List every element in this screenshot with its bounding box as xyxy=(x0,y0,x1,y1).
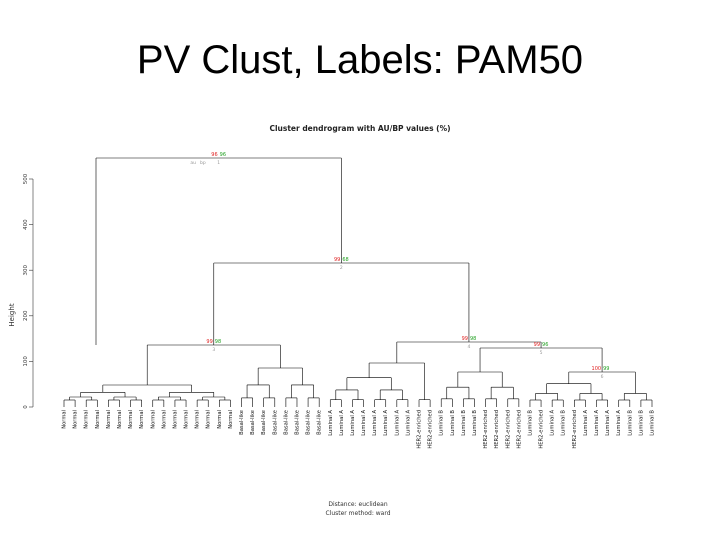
leaf-label: Normal xyxy=(117,410,123,429)
node-edge-label: 1 xyxy=(217,160,220,166)
y-tick-label: 100 xyxy=(23,356,29,367)
leaf-label: Normal xyxy=(184,410,190,429)
leaf-label: Luminal B xyxy=(461,410,467,436)
leaf-labels: Normal Normal Normal Normal Normal Normal Norm… xyxy=(62,410,656,449)
node-bp-label: 99 xyxy=(603,366,609,372)
leaf-label: Luminal B xyxy=(627,410,633,436)
leaf-label: Normal xyxy=(62,410,68,429)
leaf-label: HER2-enriched xyxy=(494,410,500,449)
slide-title: PV Clust, Labels: PAM50 xyxy=(136,38,584,82)
leaf-label: Luminal A xyxy=(583,410,589,436)
leaf-label: Luminal B xyxy=(439,410,445,436)
leaf-label: HER2-enriched xyxy=(483,410,489,449)
y-tick-label: 300 xyxy=(23,264,29,275)
leaf-label: Luminal A xyxy=(405,410,411,436)
node-edge-label: 4 xyxy=(468,344,471,350)
leaf-label: HER2-enriched xyxy=(505,410,511,449)
leaf-label: HER2-enriched xyxy=(516,410,522,449)
leaf-label: Normal xyxy=(228,410,234,429)
y-axis-label: Height xyxy=(8,303,16,326)
leaf-label: Luminal A xyxy=(372,410,378,436)
leaf-label: Normal xyxy=(161,410,167,429)
leaf-label: Basal-like xyxy=(283,410,289,435)
leaf-label: Luminal B xyxy=(561,410,567,436)
leaf-label: Normal xyxy=(106,410,112,429)
legend-au: au xyxy=(190,161,196,166)
leaf-label: Normal xyxy=(150,410,156,429)
dendrogram-title: Cluster dendrogram with AU/BP values (%) xyxy=(269,124,450,133)
node-au-label: 100 xyxy=(592,366,602,372)
leaf-label: Normal xyxy=(217,410,223,429)
leaf-label: Luminal A xyxy=(339,410,345,436)
leaf-label: Basal-like xyxy=(306,410,312,435)
leaf-label: Normal xyxy=(84,410,90,429)
footer-distance: Distance: euclidean xyxy=(328,501,387,508)
leaf-label: Normal xyxy=(95,410,101,429)
dendrogram-figure: Cluster dendrogram with AU/BP values (%)… xyxy=(8,124,656,517)
node-edge-label: 3 xyxy=(212,347,215,353)
node-edge-label: 5 xyxy=(540,350,543,356)
leaf-label: Normal xyxy=(195,410,201,429)
leaf-label: Basal-like xyxy=(250,410,256,435)
leaf-label: HER2-enriched xyxy=(428,410,434,449)
node-edge-label: 6 xyxy=(601,374,604,380)
leaf-label: Normal xyxy=(206,410,212,429)
leaf-label: HER2-enriched xyxy=(417,410,423,449)
legend-bp: bp xyxy=(200,160,206,166)
y-tick-label: 200 xyxy=(23,310,29,321)
footer-cluster-method: Cluster method: ward xyxy=(325,510,390,517)
y-axis: 0 100 200 300 400 500 xyxy=(23,173,34,409)
leaf-label: Luminal B xyxy=(472,410,478,436)
leaf-label: Luminal A xyxy=(550,410,556,436)
leaf-label: Luminal A xyxy=(594,410,600,436)
node-au-label: 99 xyxy=(206,339,212,345)
leaf-label: Luminal A xyxy=(361,410,367,436)
dendrogram-tree xyxy=(63,157,653,407)
leaf-label: Luminal B xyxy=(638,410,644,436)
leaf-label: Luminal A xyxy=(328,410,334,436)
node-bp-label: 96 xyxy=(220,152,226,158)
leaf-label: HER2-enriched xyxy=(572,410,578,449)
leaf-label: Luminal B xyxy=(650,410,656,436)
leaf-label: Basal-like xyxy=(239,410,245,435)
leaf-label: Luminal A xyxy=(350,410,356,436)
leaf-label: Basal-like xyxy=(294,410,300,435)
y-tick-label: 400 xyxy=(23,219,29,230)
leaf-label: Basal-like xyxy=(261,410,267,435)
leaf-label: Luminal A xyxy=(394,410,400,436)
node-au-label: 99 xyxy=(534,342,540,348)
y-tick-label: 500 xyxy=(23,173,29,184)
leaf-label: HER2-enriched xyxy=(539,410,545,449)
y-tick-label: 0 xyxy=(23,405,29,409)
leaf-label: Luminal A xyxy=(605,410,611,436)
node-au-label: 99 xyxy=(462,336,468,342)
leaf-label: Luminal B xyxy=(450,410,456,436)
node-au-label: 99 xyxy=(334,257,340,263)
leaf-label: Normal xyxy=(73,410,79,429)
leaf-label: Basal-like xyxy=(317,410,323,435)
leaf-label: Normal xyxy=(139,410,145,429)
leaf-label: Luminal A xyxy=(616,410,622,436)
node-edge-label: 2 xyxy=(340,265,343,271)
leaf-label: Luminal A xyxy=(383,410,389,436)
node-au-label: 96 xyxy=(211,152,217,158)
node-bp-label: 98 xyxy=(215,339,221,345)
leaf-label: Basal-like xyxy=(272,410,278,435)
leaf-label: Normal xyxy=(172,410,178,429)
leaf-label: Normal xyxy=(128,410,134,429)
node-bp-label: 98 xyxy=(470,336,476,342)
leaf-label: Luminal B xyxy=(527,410,533,436)
node-bp-label: 68 xyxy=(342,257,348,263)
node-bp-label: 96 xyxy=(542,342,548,348)
